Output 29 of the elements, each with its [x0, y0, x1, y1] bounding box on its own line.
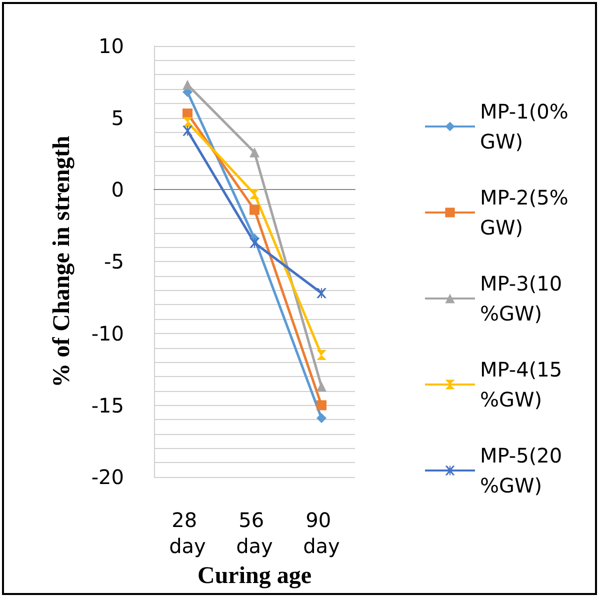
x-tick-label: 90 day — [303, 508, 340, 558]
y-tick-label: -20 — [91, 465, 124, 490]
y-tick-label: 0 — [111, 178, 124, 202]
y-tick-label: 5 — [111, 106, 124, 130]
point — [250, 238, 260, 248]
point — [316, 382, 326, 392]
legend-label: MP-2(5%GW) — [480, 186, 568, 240]
point — [316, 400, 326, 410]
point — [250, 204, 260, 215]
legend-label: MP-5(20%GW) — [480, 444, 562, 498]
point — [182, 80, 192, 90]
point — [316, 413, 326, 424]
x-axis-title: Curing age — [198, 563, 312, 589]
point — [182, 126, 192, 136]
legend-label: MP-4(15%GW) — [480, 358, 562, 412]
y-axis-title: % of Change in strength — [49, 136, 75, 388]
x-tick-label: 28 day — [169, 508, 206, 558]
legend-label: MP-1(0%GW) — [480, 100, 568, 154]
point — [316, 350, 326, 360]
x-tick-label: 56 day — [236, 508, 274, 558]
point — [182, 117, 192, 128]
legend-label: MP-3(10%GW) — [480, 272, 562, 326]
point — [316, 288, 326, 298]
point — [250, 189, 260, 200]
y-tick-label: 10 — [98, 34, 124, 58]
point — [250, 147, 260, 158]
y-tick-label: -10 — [91, 321, 124, 346]
y-tick-label: -15 — [91, 393, 124, 418]
y-tick-label: -5 — [104, 250, 124, 274]
